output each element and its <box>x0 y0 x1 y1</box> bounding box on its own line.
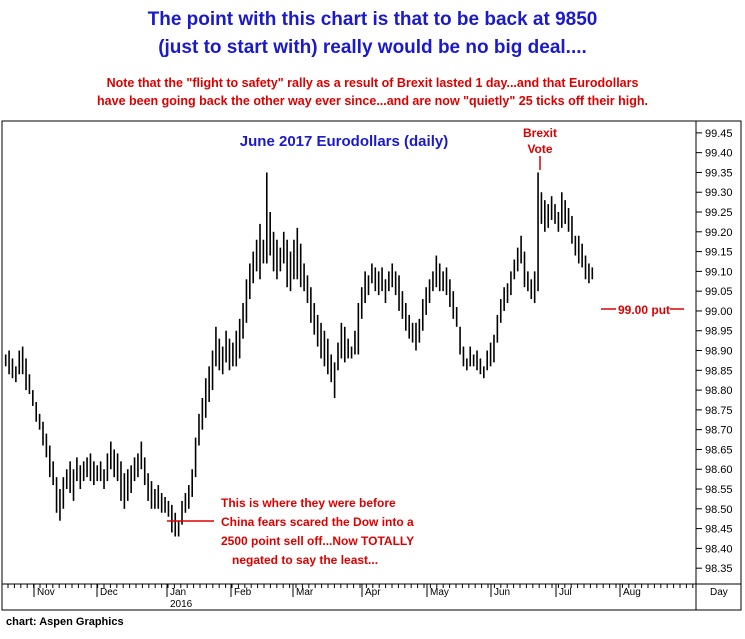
y-tick-label-19: 98.50 <box>705 504 733 516</box>
china-note-line-3: 2500 point sell off...Now TOTALLY <box>221 534 414 548</box>
y-axis: 99.45 99.40 99.35 99.30 99.25 99.20 99.15 99.10… <box>696 128 733 575</box>
y-tick-label-10: 98.95 <box>705 326 733 338</box>
price-bars <box>4 172 594 537</box>
note-line-1: Note that the "flight to safety" rally a… <box>106 76 639 90</box>
month-label-9: Aug <box>623 587 641 598</box>
y-tick-label-20: 98.45 <box>705 524 733 536</box>
china-note-line-1: This is where they were before <box>221 496 396 510</box>
y-tick-label-14: 98.75 <box>705 405 733 417</box>
y-tick-label-0: 99.45 <box>705 128 733 140</box>
y-tick-label-9: 99.00 <box>705 306 733 318</box>
plot-area-border <box>1 120 742 611</box>
y-tick-label-15: 98.70 <box>705 425 733 437</box>
month-label-0: Nov <box>37 587 55 598</box>
month-label-1: Dec <box>100 587 118 598</box>
headline-line-2: (just to start with) really would be no … <box>158 37 587 58</box>
put-label: 99.00 put <box>618 303 670 317</box>
brexit-label-line-1: Brexit <box>523 126 557 140</box>
y-tick-label-16: 98.65 <box>705 444 733 456</box>
year-label: 2016 <box>170 599 193 610</box>
y-tick-label-6: 99.15 <box>705 247 733 259</box>
y-tick-label-5: 99.20 <box>705 227 733 239</box>
y-tick-label-11: 98.90 <box>705 346 733 358</box>
month-label-3: Feb <box>234 587 252 598</box>
china-note-line-2: China fears scared the Dow into a <box>221 515 414 529</box>
month-label-6: May <box>430 587 449 598</box>
y-tick-label-12: 98.85 <box>705 365 733 377</box>
month-label-7: Jun <box>494 587 510 598</box>
y-tick-label-17: 98.60 <box>705 464 733 476</box>
x-axis: Nov Dec Jan Feb Mar Apr May Jun Jul Aug 2016 Day <box>7 584 728 610</box>
note-line-2: have been going back the other way ever … <box>97 94 648 108</box>
x-axis-label: Day <box>710 587 728 598</box>
y-tick-label-18: 98.55 <box>705 484 733 496</box>
y-tick-label-1: 99.40 <box>705 148 733 160</box>
month-label-5: Apr <box>365 587 381 598</box>
y-tick-label-21: 98.40 <box>705 543 733 555</box>
y-tick-label-3: 99.30 <box>705 187 733 199</box>
chart-title: June 2017 Eurodollars (daily) <box>240 133 448 150</box>
y-tick-label-22: 98.35 <box>705 563 733 575</box>
month-label-8: Jul <box>559 587 572 598</box>
china-note-line-4: negated to say the least... <box>232 553 378 567</box>
y-tick-label-7: 99.10 <box>705 266 733 278</box>
month-label-2: Jan <box>170 587 186 598</box>
y-tick-label-13: 98.80 <box>705 385 733 397</box>
y-tick-label-8: 99.05 <box>705 286 733 298</box>
y-tick-label-2: 99.35 <box>705 167 733 179</box>
month-label-4: Mar <box>296 587 314 598</box>
chart-credit: chart: Aspen Graphics <box>6 616 124 628</box>
brexit-label-line-2: Vote <box>527 142 552 156</box>
y-tick-label-4: 99.25 <box>705 207 733 219</box>
headline-line-1: The point with this chart is that to be … <box>147 9 598 30</box>
